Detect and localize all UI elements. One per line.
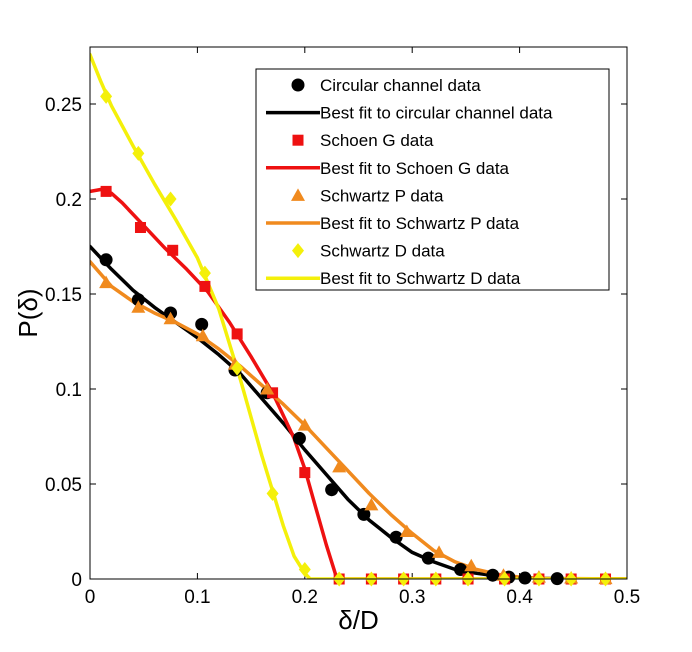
data-point-circle <box>325 483 339 497</box>
data-point-triangle <box>297 418 312 431</box>
data-point-triangle <box>432 545 447 558</box>
data-point-circle <box>99 253 113 267</box>
data-point-triangle <box>195 328 210 342</box>
legend-label: Best fit to circular channel data <box>320 104 553 123</box>
y-tick-label: 0.05 <box>45 475 82 496</box>
legend-label: Schoen G data <box>320 131 434 150</box>
data-point-square <box>299 467 311 479</box>
data-point-diamond <box>298 562 311 577</box>
data-point-square <box>100 185 112 197</box>
legend-marker-circle <box>291 78 305 92</box>
y-tick-label: 0.25 <box>45 95 82 116</box>
data-point-square <box>231 328 243 340</box>
data-point-circle <box>486 568 500 582</box>
legend-marker-diamond <box>292 243 304 259</box>
data-point-circle <box>131 293 145 307</box>
legend-label: Best fit to Schoen G data <box>320 159 510 178</box>
data-point-diamond <box>164 191 177 207</box>
data-point-triangle <box>464 558 479 572</box>
legend-label: Circular channel data <box>320 76 481 95</box>
legend: Circular channel data Best fit to circula… <box>255 68 610 291</box>
data-point-triangle <box>260 382 275 395</box>
ticks: 0 0.1 0.2 0.3 0.4 0.5 0 0.05 0.1 0.15 0.2 0.25 <box>45 47 640 608</box>
data-point-circle <box>454 563 468 576</box>
x-tick-label: 0.2 <box>292 587 318 608</box>
legend-label: Best fit to Schwartz D data <box>320 269 521 288</box>
y-tick-label: 0.2 <box>56 190 82 211</box>
data-point-diamond <box>231 360 244 376</box>
x-tick-label: 0 <box>85 587 96 608</box>
legend-box <box>255 68 610 291</box>
data-point-diamond <box>132 145 145 161</box>
data-point-square <box>167 244 179 256</box>
x-tick-label: 0.1 <box>184 587 210 608</box>
data-point-triangle <box>364 497 379 511</box>
series-line <box>90 187 627 579</box>
data-point-triangle <box>163 311 178 325</box>
legend-marker-triangle <box>291 188 305 201</box>
data-point-circle <box>195 317 209 331</box>
data-point-circle <box>518 571 532 585</box>
legend-marker-square <box>292 134 304 146</box>
data-point-diamond <box>198 265 211 281</box>
data-point-triangle <box>332 459 347 473</box>
legend-label: Schwartz P data <box>320 186 444 205</box>
data-point-diamond <box>100 88 113 104</box>
data-point-square <box>199 280 211 292</box>
y-tick-label: 0 <box>71 570 82 591</box>
axes-frame <box>89 46 628 580</box>
legend-label: Schwartz D data <box>320 242 445 261</box>
data-point-square <box>134 222 146 233</box>
y-tick-label: 0.1 <box>56 380 82 401</box>
data-point-triangle <box>131 300 146 313</box>
data-point-triangle <box>99 275 114 289</box>
legend-label: Best fit to Schwartz P data <box>320 214 520 233</box>
x-axis-label: δ/D <box>338 605 378 635</box>
data-point-circle <box>357 507 371 521</box>
data-point-diamond <box>266 486 279 501</box>
x-tick-label: 0.3 <box>399 587 425 608</box>
data-point-circle <box>421 551 435 565</box>
data-point-circle <box>292 431 306 445</box>
data-point-triangle <box>399 524 414 537</box>
data-point-circle <box>389 530 403 544</box>
x-tick-label: 0.5 <box>614 587 640 608</box>
y-tick-label: 0.15 <box>45 285 82 306</box>
x-tick-label: 0.4 <box>506 587 533 608</box>
y-axis-label: P(δ) <box>13 288 43 337</box>
markers-group <box>99 88 613 587</box>
